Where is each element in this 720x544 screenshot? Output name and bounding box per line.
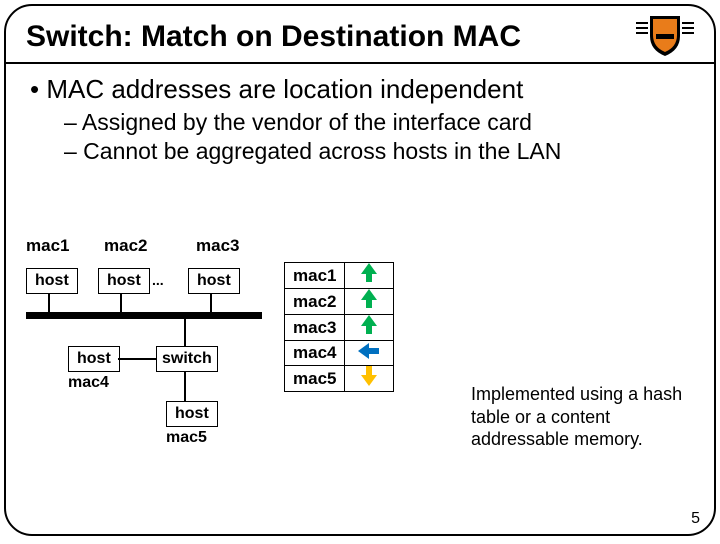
host-box-1: host [26,268,78,294]
arrow-left-icon [358,342,380,360]
label-mac2: mac2 [104,236,147,256]
cell-arrow [345,315,394,341]
stub-switch [184,319,186,346]
table-row: mac5 [285,366,394,392]
cell-arrow [345,289,394,315]
mac-table: mac1 mac2 mac3 [284,262,394,392]
table-row: mac4 [285,341,394,366]
cell-arrow [345,341,394,366]
bullet-sub-1: – Assigned by the vendor of the interfac… [64,109,690,136]
bus-bar [26,312,262,319]
slide-number: 5 [691,510,700,528]
host-box-2: host [98,268,150,294]
label-mac4: mac4 [68,374,109,392]
implementation-note: Implemented using a hash table or a cont… [471,383,701,451]
diagram-area: mac1 mac2 mac3 host host ... host switch… [26,236,696,496]
host-box-5: host [166,401,218,427]
crest-logo [636,14,694,60]
table-row: mac2 [285,289,394,315]
cell-mac: mac4 [285,341,345,366]
link-host4 [118,358,156,360]
cell-arrow [345,366,394,392]
stub-host5 [184,372,186,401]
stub-2 [120,293,122,312]
stub-1 [48,293,50,312]
table-row: mac1 [285,263,394,289]
table-row: mac3 [285,315,394,341]
cell-mac: mac5 [285,366,345,392]
ellipsis: ... [152,272,164,288]
host-box-3: host [188,268,240,294]
label-mac5: mac5 [166,429,207,447]
cell-mac: mac3 [285,315,345,341]
bullet-sub-2: – Cannot be aggregated across hosts in t… [64,138,690,165]
arrow-up-icon [360,315,378,335]
switch-box: switch [156,346,218,372]
label-mac3: mac3 [196,236,239,256]
arrow-up-icon [360,263,378,283]
cell-arrow [345,263,394,289]
cell-mac: mac2 [285,289,345,315]
cell-mac: mac1 [285,263,345,289]
host-box-4: host [68,346,120,372]
arrow-down-icon [360,366,378,386]
label-mac1: mac1 [26,236,69,256]
arrow-up-icon [360,289,378,309]
bullet-main: • MAC addresses are location independent [30,74,690,105]
stub-3 [210,293,212,312]
slide-title: Switch: Match on Destination MAC [26,20,636,54]
